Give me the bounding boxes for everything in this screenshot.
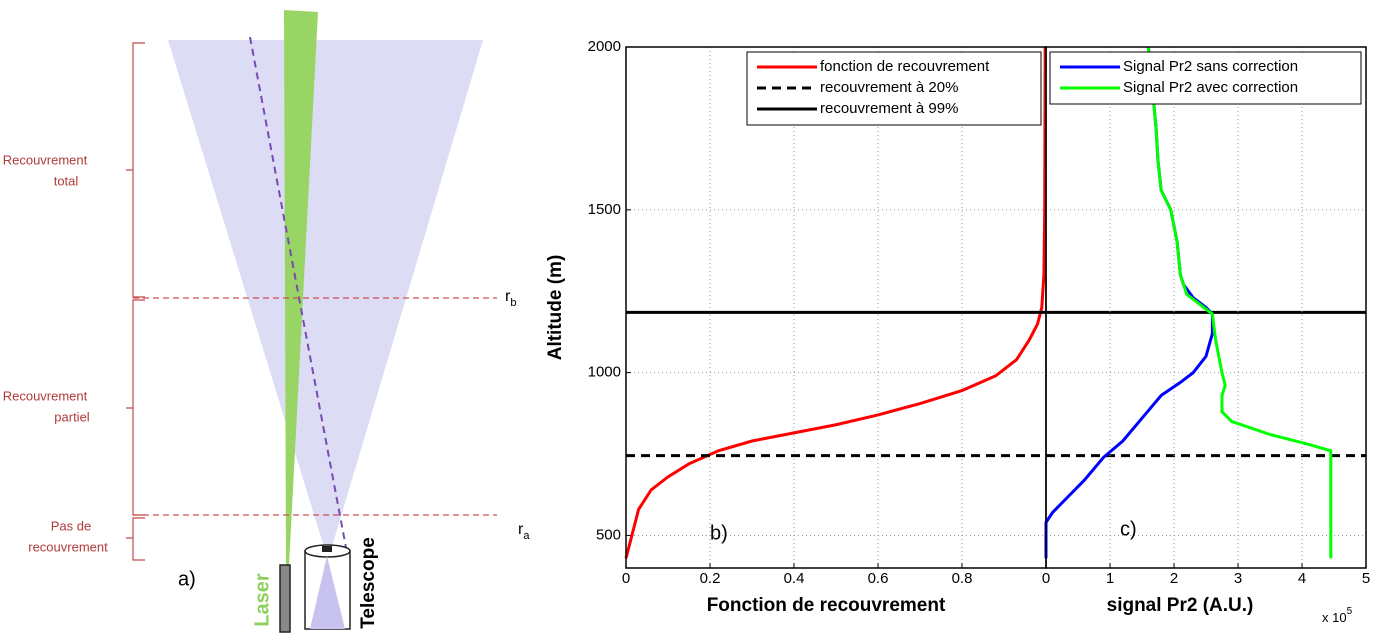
y-tick-label: 1500 <box>588 201 621 218</box>
legend-label: recouvrement à 20% <box>820 79 958 96</box>
legend-label: Signal Pr2 avec correction <box>1123 79 1298 96</box>
field-edge <box>249 36 348 554</box>
level-subscript: b <box>510 297 516 309</box>
brackets <box>126 42 145 561</box>
panel-label: a) <box>178 568 196 590</box>
x-tick-label: 0.8 <box>952 570 973 587</box>
zone-label: Recouvrement <box>3 388 88 403</box>
level-symbol: r <box>518 521 524 538</box>
telescope-label: Telescope <box>358 537 379 629</box>
legend-box <box>1049 51 1362 105</box>
diagram: Recouvrement total Recouvrement partiel … <box>3 10 530 633</box>
x-tick-label: 0.2 <box>700 570 721 587</box>
x-tick-label: 0.4 <box>784 570 805 587</box>
x-tick-label: 1 <box>1106 570 1114 587</box>
zone-label: Recouvrement <box>3 152 88 167</box>
telescope <box>304 544 351 630</box>
panel-label: b) <box>710 522 728 544</box>
y-tick-label: 1000 <box>588 364 621 381</box>
y-tick-label: 2000 <box>588 38 621 55</box>
legend-label: Signal Pr2 sans correction <box>1123 58 1298 75</box>
multiplier-exponent: 5 <box>1347 606 1353 617</box>
level-subscript: a <box>523 530 530 542</box>
x-axis-label: Fonction de recouvrement <box>707 595 946 616</box>
series-line <box>1146 46 1333 559</box>
zone-label: Pas de <box>51 518 91 533</box>
level-label: ra <box>518 521 530 542</box>
x-axis-label: signal Pr2 (A.U.) <box>1107 595 1254 616</box>
legend-label: fonction de recouvrement <box>820 58 990 75</box>
level-symbol: r <box>505 288 511 305</box>
y-tick-label: 500 <box>596 526 621 543</box>
laser-label: Laser <box>251 573 273 627</box>
multiplier-base: x 10 <box>1322 610 1347 625</box>
bracket <box>126 299 145 516</box>
zone-label: partiel <box>54 409 90 424</box>
telescope-mirror <box>322 546 332 552</box>
laser-beam <box>284 10 318 565</box>
x-tick-label: 2 <box>1170 570 1178 587</box>
bracket <box>126 517 145 561</box>
bracket <box>126 42 145 298</box>
panel-label: c) <box>1120 518 1137 540</box>
x-tick-label: 4 <box>1298 570 1306 587</box>
x-tick-label: 0 <box>1042 570 1050 587</box>
x-tick-label: 0.6 <box>868 570 889 587</box>
x-multiplier: x 105 <box>1322 606 1353 626</box>
plot-frame <box>1045 46 1367 569</box>
zone-label: total <box>54 173 79 188</box>
level-label: rb <box>505 288 516 309</box>
legend-label: recouvrement à 99% <box>820 100 958 117</box>
x-tick-label: 5 <box>1362 570 1370 587</box>
x-tick-label: 3 <box>1234 570 1242 587</box>
x-tick-label: 0 <box>622 570 630 587</box>
telescope-cone <box>310 556 345 629</box>
telescope-field <box>168 40 483 560</box>
laser <box>279 564 291 633</box>
zone-label: recouvrement <box>28 539 108 554</box>
y-axis-label: Altitude (m) <box>545 255 566 361</box>
series-line <box>1044 46 1214 559</box>
